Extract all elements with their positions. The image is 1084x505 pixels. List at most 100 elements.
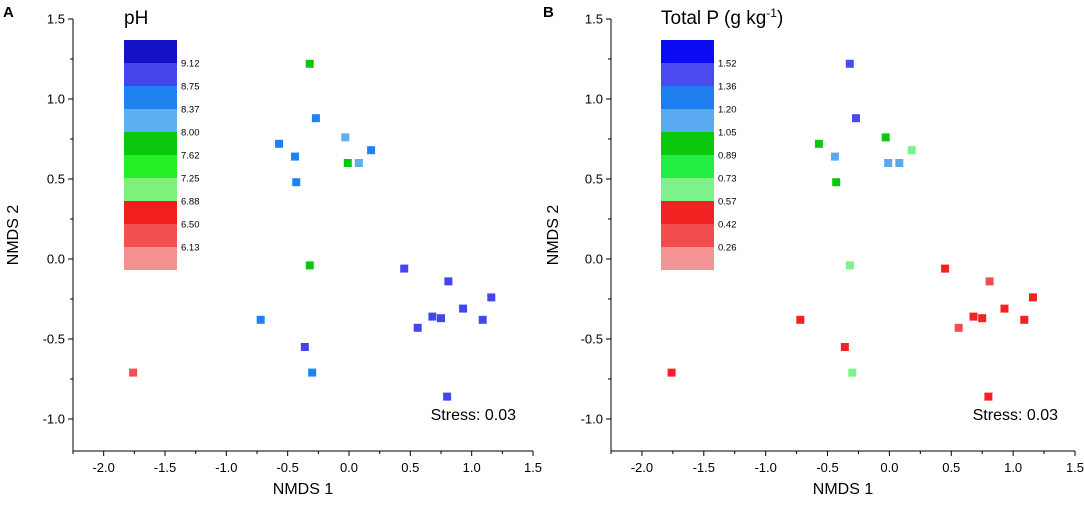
color-scale-segment <box>661 63 714 86</box>
data-point <box>845 59 854 68</box>
color-scale-label: 8.37 <box>181 105 200 116</box>
y-tick-label: -0.5 <box>581 332 603 347</box>
data-point <box>984 392 993 401</box>
data-point <box>884 159 893 167</box>
x-tick-label: -2.0 <box>631 460 653 475</box>
color-scale-segment <box>661 109 714 132</box>
x-tick-label: -1.5 <box>693 460 715 475</box>
data-point <box>985 277 994 286</box>
color-scale-label: 0.89 <box>718 151 737 162</box>
color-scale-segment <box>661 224 714 247</box>
data-point <box>487 293 496 302</box>
y-tick-label: 1.5 <box>585 12 603 27</box>
data-point <box>256 315 265 324</box>
color-scale-label: 0.73 <box>718 174 737 185</box>
x-tick-label: -1.0 <box>215 460 237 475</box>
data-point <box>851 114 860 123</box>
data-point <box>1020 315 1029 324</box>
data-point <box>459 304 468 313</box>
y-tick-label: 1.0 <box>585 92 603 107</box>
color-scale-segment <box>124 178 177 201</box>
x-tick-label: 0.0 <box>340 460 358 475</box>
data-point <box>413 323 422 332</box>
data-point <box>400 264 409 273</box>
data-point <box>978 314 987 323</box>
data-point <box>129 368 138 377</box>
data-point <box>292 178 301 187</box>
x-tick-label: 1.5 <box>524 460 542 475</box>
color-scale-label: 0.26 <box>718 243 737 254</box>
color-scale-label: 6.50 <box>181 220 200 231</box>
color-scale-label: 8.75 <box>181 82 200 93</box>
data-point <box>367 146 376 155</box>
y-tick-label: 0.0 <box>585 252 603 267</box>
data-point <box>478 315 487 324</box>
data-point <box>830 152 839 161</box>
color-scale-segment <box>124 132 177 155</box>
color-scale-label: 1.52 <box>718 59 737 70</box>
data-point <box>954 323 963 332</box>
data-point <box>832 178 841 187</box>
color-scale-label: 7.25 <box>181 174 200 185</box>
data-point <box>354 159 363 167</box>
color-scale-label: 0.57 <box>718 197 737 208</box>
color-scale-title: Total P (g kg-1) <box>661 6 783 29</box>
color-scale-label: 1.36 <box>718 82 737 93</box>
x-tick-label: -2.0 <box>92 460 114 475</box>
panel-letter: B <box>543 4 554 21</box>
color-scale-label: 1.20 <box>718 105 737 116</box>
data-point <box>941 264 950 273</box>
chart-panel-a: -1.0 -0.5 0.0 0.5 1.0 1.5 -2.0 -1.5 -1.0 -0.5 0.0 0… <box>3 4 542 498</box>
color-scale-segment <box>124 247 177 270</box>
stress-annotation: Stress: 0.03 <box>431 407 516 424</box>
data-point <box>895 159 904 167</box>
data-point <box>311 114 320 123</box>
x-tick-label: -0.5 <box>816 460 838 475</box>
color-scale-segment <box>124 86 177 109</box>
y-tick-label: 1.0 <box>47 92 65 107</box>
color-scale-label: 6.13 <box>181 243 200 254</box>
x-tick-label: 1.5 <box>1066 460 1084 475</box>
data-point <box>308 368 317 377</box>
data-point <box>840 343 849 351</box>
data-point <box>443 392 452 401</box>
color-scale-segment <box>661 86 714 109</box>
data-point <box>305 59 314 68</box>
y-tick-label: 1.5 <box>47 12 65 27</box>
x-tick-label: 0.5 <box>942 460 960 475</box>
color-scale-segment <box>661 40 714 63</box>
data-point <box>291 152 300 161</box>
data-point <box>796 315 805 324</box>
color-scale-title: pH <box>124 8 148 29</box>
data-point <box>881 133 890 142</box>
data-point <box>428 312 437 321</box>
color-scale-title-end: ) <box>777 8 783 29</box>
data-point <box>814 139 823 148</box>
data-point <box>969 312 978 321</box>
x-tick-label: -1.0 <box>754 460 776 475</box>
color-scale-segment <box>124 40 177 63</box>
color-scale-segment <box>124 63 177 86</box>
x-tick-label: 1.0 <box>463 460 481 475</box>
color-scale-segment <box>124 201 177 224</box>
y-tick-label: -0.5 <box>43 332 65 347</box>
y-axis-title: NMDS 2 <box>5 205 22 266</box>
data-point <box>667 368 676 377</box>
data-point <box>845 261 854 270</box>
chart-panel-b: -1.0 -0.5 0.0 0.5 1.0 1.5 -2.0 -1.5 -1.0 -0.5 0.0 0… <box>543 4 1084 498</box>
panel-letter: A <box>3 4 14 21</box>
y-tick-label: 0.5 <box>585 172 603 187</box>
color-scale-segment <box>124 109 177 132</box>
color-scale-segment <box>661 132 714 155</box>
data-point <box>444 277 453 286</box>
color-scale-label: 9.12 <box>181 59 200 70</box>
data-point <box>848 368 857 377</box>
y-tick-label: -1.0 <box>43 412 65 427</box>
stress-annotation: Stress: 0.03 <box>973 407 1058 424</box>
x-axis-title: NMDS 1 <box>273 481 334 498</box>
color-scale-segment <box>661 178 714 201</box>
y-tick-label: 0.0 <box>47 252 65 267</box>
color-scale-segment <box>661 201 714 224</box>
data-point <box>343 159 352 167</box>
